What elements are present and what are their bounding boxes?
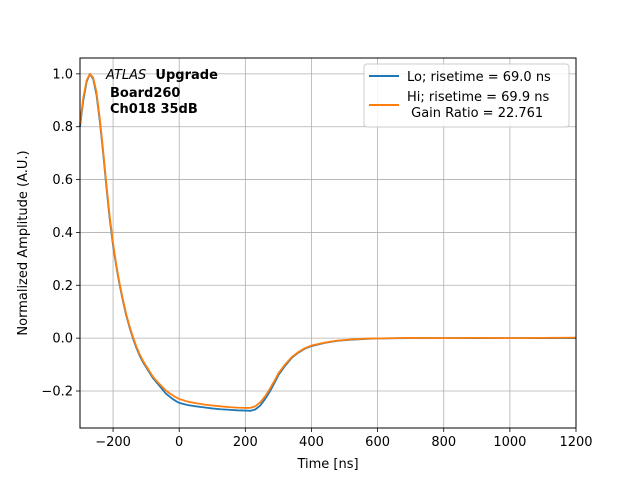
- legend-label-hi-line: Hi; risetime = 69.9 ns: [407, 90, 549, 105]
- y-tick-label: 0.6: [52, 173, 73, 188]
- x-tick-label: 1200: [559, 435, 592, 450]
- x-axis-ticks: −200 0 200 400 600 800 1000 1200: [95, 428, 593, 450]
- x-axis-label: Time [ns]: [296, 457, 358, 472]
- svg-text:ATLAS Upgrade: ATLAS Upgrade: [105, 68, 218, 83]
- y-tick-label: 0.2: [52, 279, 73, 294]
- atlas-annotation: ATLAS Upgrade Board260 Ch018 35dB: [105, 68, 218, 117]
- plot-series: [79, 72, 577, 412]
- y-axis-label: Normalized Amplitude (A.U.): [16, 150, 31, 335]
- y-tick-label: 0.0: [52, 332, 73, 347]
- legend: Lo; risetime = 69.0 ns Hi; risetime = 69…: [363, 63, 570, 128]
- legend-label-hi: Hi; risetime = 69.9 ns Gain Ratio = 22.7…: [407, 90, 549, 121]
- channel-label: Ch018 35dB: [110, 102, 198, 117]
- y-tick-label: 0.4: [52, 226, 73, 241]
- x-tick-label: 400: [299, 435, 324, 450]
- legend-label-hi-line: Gain Ratio = 22.761: [407, 106, 543, 121]
- plot-frame: [79, 57, 577, 429]
- x-tick-label: 600: [365, 435, 390, 450]
- board-label: Board260: [110, 86, 180, 101]
- x-tick-label: 200: [233, 435, 258, 450]
- legend-box: [363, 63, 570, 128]
- y-tick-label: 1.0: [52, 67, 73, 82]
- experiment-label: ATLAS: [105, 68, 146, 83]
- experiment-tag: Upgrade: [155, 68, 218, 83]
- series-hi-line: [79, 72, 577, 409]
- x-tick-label: 800: [431, 435, 456, 450]
- x-tick-label: 1000: [493, 435, 526, 450]
- y-axis-ticks: −0.2 0.0 0.2 0.4 0.6 0.8 1.0: [41, 67, 80, 400]
- x-tick-label: 0: [175, 435, 183, 450]
- y-tick-label: −0.2: [41, 385, 73, 400]
- y-tick-label: 0.8: [52, 120, 73, 135]
- legend-label-lo: Lo; risetime = 69.0 ns: [407, 70, 551, 85]
- x-tick-label: −200: [95, 435, 131, 450]
